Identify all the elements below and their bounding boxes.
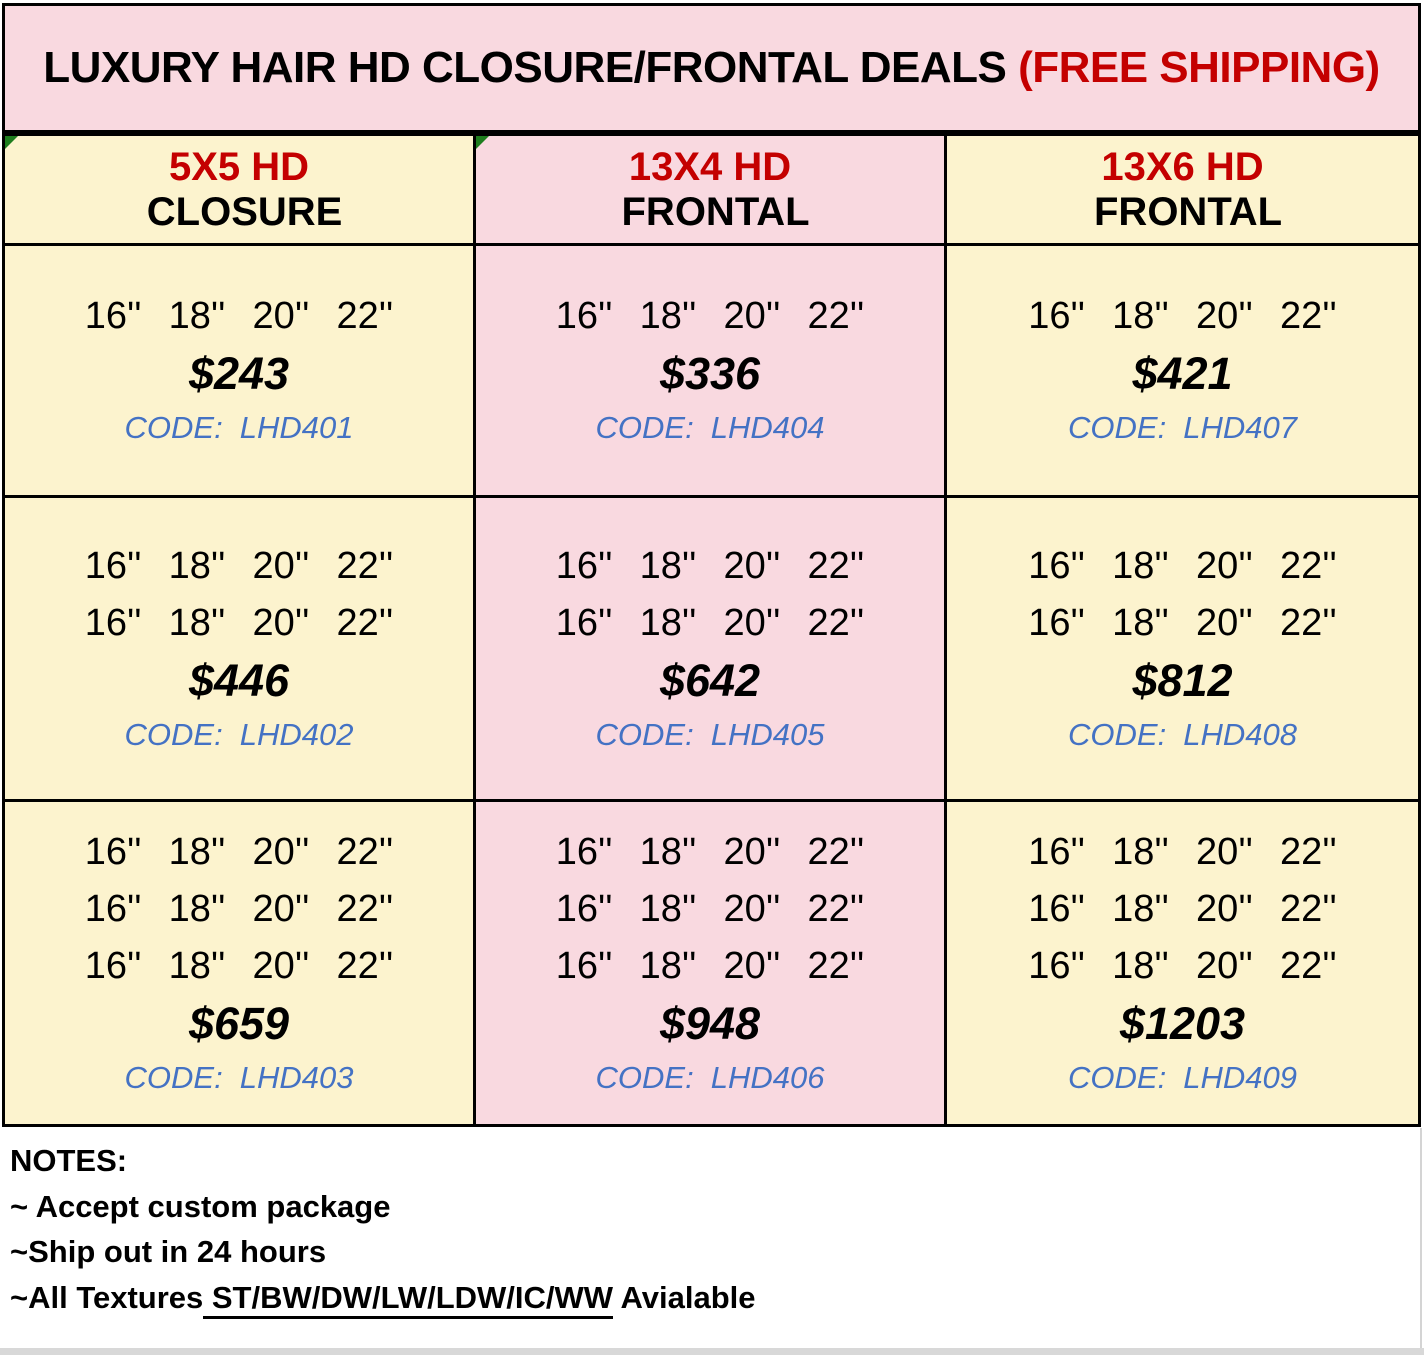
header-highlight: 13X6 HD — [1101, 144, 1264, 189]
deal-code-label: CODE: — [595, 410, 694, 445]
deal-code: CODE: LHD403 — [125, 1053, 354, 1103]
deal-price: $421 — [1132, 348, 1233, 399]
deal-cell-LHD409[interactable]: 16'' 18'' 20'' 22'' 16'' 18'' 20'' 22'' 16… — [947, 802, 1418, 1124]
page-title-main: LUXURY HAIR HD CLOSURE/FRONTAL DEALS — [43, 43, 1019, 92]
deal-code-label: CODE: — [124, 1059, 223, 1095]
deals-table: 5X5 HD CLOSURE 13X4 HD FRONTAL 13X6 HD FRO… — [2, 133, 1421, 1127]
notes-heading: NOTES: — [10, 1143, 128, 1178]
deal-code-label: CODE: — [124, 716, 223, 752]
sheet-edge-divider — [1420, 1128, 1422, 1349]
deal-price: $642 — [659, 654, 761, 706]
deal-code-value: LHD406 — [710, 1059, 825, 1095]
size-line: 16'' 18'' 20'' 22'' — [1028, 544, 1337, 587]
column-header-13x4-hd-frontal[interactable]: 13X4 HD FRONTAL — [476, 136, 947, 246]
header-rest: CLOSURE — [135, 189, 343, 234]
deal-cell-LHD408[interactable]: 16'' 18'' 20'' 22'' 16'' 18'' 20'' 22'' $8… — [947, 498, 1418, 802]
deal-cell-LHD402[interactable]: 16'' 18'' 20'' 22'' 16'' 18'' 20'' 22'' $4… — [5, 498, 476, 802]
deal-cell-LHD403[interactable]: 16'' 18'' 20'' 22'' 16'' 18'' 20'' 22'' 16… — [5, 802, 476, 1124]
deal-code-value: LHD404 — [710, 410, 825, 445]
deal-code: CODE: LHD406 — [596, 1053, 825, 1103]
deal-price: $336 — [659, 348, 761, 399]
deal-code: CODE: LHD409 — [1068, 1053, 1297, 1103]
size-line: 16'' 18'' 20'' 22'' — [84, 601, 394, 644]
deal-code-label: CODE: — [1068, 1059, 1167, 1095]
deal-code-value: LHD401 — [239, 410, 354, 445]
deal-price: $446 — [188, 654, 290, 706]
note-textures-prefix: ~All Textures — [10, 1279, 204, 1315]
size-line: 16'' 18'' 20'' 22'' — [1028, 887, 1337, 930]
header-highlight: 5X5 HD — [168, 144, 310, 189]
size-line: 16'' 18'' 20'' 22'' — [1028, 295, 1337, 337]
size-line: 16'' 18'' 20'' 22'' — [84, 887, 394, 930]
size-line: 16'' 18'' 20'' 22'' — [84, 295, 394, 337]
deal-code-label: CODE: — [124, 410, 223, 445]
corner-marker-icon — [5, 136, 18, 149]
page-title: LUXURY HAIR HD CLOSURE/FRONTAL DEALS (FR… — [43, 43, 1380, 93]
deal-code: CODE: LHD408 — [1068, 710, 1297, 760]
size-line: 16'' 18'' 20'' 22'' — [84, 830, 394, 873]
size-line: 16'' 18'' 20'' 22'' — [84, 944, 394, 987]
deal-code: CODE: LHD407 — [1068, 403, 1297, 453]
title-banner: LUXURY HAIR HD CLOSURE/FRONTAL DEALS (FR… — [2, 3, 1421, 133]
note-textures-suffix: Avialable — [613, 1279, 756, 1315]
note-custom-package: ~ Accept custom package — [10, 1188, 391, 1224]
deal-price: $948 — [659, 997, 761, 1049]
note-textures-codes: ST/BW/DW/LW/LDW/IC/WW — [203, 1279, 614, 1319]
deal-code: CODE: LHD401 — [125, 403, 354, 453]
free-shipping-label: (FREE SHIPPING) — [1018, 43, 1380, 92]
deal-code: CODE: LHD405 — [596, 710, 825, 760]
size-line: 16'' 18'' 20'' 22'' — [555, 944, 865, 987]
deal-code: CODE: LHD402 — [125, 710, 354, 760]
size-line: 16'' 18'' 20'' 22'' — [84, 544, 394, 587]
deal-code-label: CODE: — [595, 1059, 694, 1095]
deal-code-label: CODE: — [595, 716, 694, 752]
deal-cell-LHD407[interactable]: 16'' 18'' 20'' 22'' $421 CODE: LHD407 — [947, 246, 1418, 498]
size-line: 16'' 18'' 20'' 22'' — [1028, 830, 1337, 873]
header-highlight: 13X4 HD — [628, 144, 792, 189]
footer-strip — [0, 1348, 1424, 1355]
deal-code-value: LHD405 — [710, 716, 825, 752]
size-line: 16'' 18'' 20'' 22'' — [1028, 601, 1337, 644]
deal-price: $659 — [188, 997, 290, 1049]
corner-marker-icon — [476, 136, 489, 149]
column-header-13x6-hd-frontal[interactable]: 13X6 HD FRONTAL — [947, 136, 1418, 246]
deal-cell-LHD404[interactable]: 16'' 18'' 20'' 22'' $336 CODE: LHD404 — [476, 246, 947, 498]
size-line: 16'' 18'' 20'' 22'' — [1028, 944, 1337, 987]
deal-price: $1203 — [1119, 997, 1246, 1049]
notes-section: NOTES: ~ Accept custom package ~Ship out… — [10, 1138, 1210, 1320]
deal-cell-LHD401[interactable]: 16'' 18'' 20'' 22'' $243 CODE: LHD401 — [5, 246, 476, 498]
deal-code-value: LHD403 — [239, 1059, 354, 1095]
deal-cell-LHD406[interactable]: 16'' 18'' 20'' 22'' 16'' 18'' 20'' 22'' 16… — [476, 802, 947, 1124]
deal-price: $243 — [188, 348, 290, 399]
note-ship-out: ~Ship out in 24 hours — [10, 1234, 327, 1269]
deal-code-label: CODE: — [1068, 410, 1167, 445]
size-line: 16'' 18'' 20'' 22'' — [555, 887, 865, 930]
header-rest: FRONTAL — [1082, 189, 1283, 234]
deal-cell-LHD405[interactable]: 16'' 18'' 20'' 22'' 16'' 18'' 20'' 22'' $6… — [476, 498, 947, 802]
size-line: 16'' 18'' 20'' 22'' — [555, 295, 865, 337]
deal-code-value: LHD409 — [1183, 1059, 1297, 1095]
column-header-5x5-hd-closure[interactable]: 5X5 HD CLOSURE — [5, 136, 476, 246]
deal-code-value: LHD407 — [1183, 410, 1297, 445]
deal-code-label: CODE: — [1068, 716, 1167, 752]
size-line: 16'' 18'' 20'' 22'' — [555, 544, 865, 587]
size-line: 16'' 18'' 20'' 22'' — [555, 830, 865, 873]
deal-code-value: LHD402 — [239, 716, 354, 752]
note-textures: ~All Textures ST/BW/DW/LW/LDW/IC/WW Avia… — [10, 1275, 1210, 1321]
size-line: 16'' 18'' 20'' 22'' — [555, 601, 865, 644]
deal-code-value: LHD408 — [1183, 716, 1297, 752]
deal-code: CODE: LHD404 — [596, 403, 825, 453]
deal-price: $812 — [1132, 654, 1233, 706]
header-rest: FRONTAL — [610, 189, 810, 234]
